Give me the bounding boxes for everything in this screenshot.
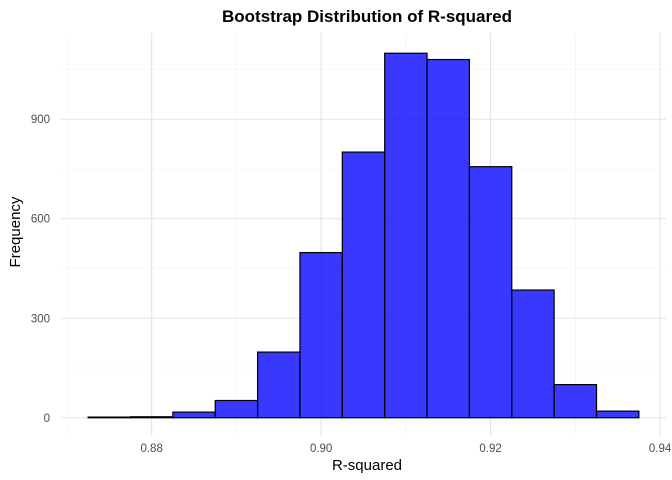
y-tick-label: 300 [31,313,50,325]
x-tick-label: 0.94 [649,443,672,455]
histogram-bar [129,416,174,419]
histogram-bar [299,251,343,419]
tick-label-layer: 0.88 0.90 0.92 0.94 0 300 600 900 [31,114,672,455]
histogram-bar [511,289,555,419]
histogram-bar [214,399,259,419]
x-tick-label: 0.92 [479,443,501,455]
x-tick-label: 0.90 [310,443,332,455]
histogram-bar [468,166,513,419]
x-axis-title: R-squared [332,457,402,474]
histogram-bar [384,52,428,419]
histogram-bar [87,416,132,419]
y-tick-label: 0 [44,413,50,425]
histogram-bar [172,411,216,419]
histogram-bar [595,410,640,419]
histogram-bar [256,351,301,419]
histogram-bar [426,58,471,419]
y-tick-label: 900 [31,114,50,126]
histogram-bar [341,151,386,419]
y-tick-label: 600 [31,214,50,226]
histogram-bar [553,383,598,419]
chart-title: Bootstrap Distribution of R-squared [222,7,512,26]
bar-layer [87,52,640,419]
x-tick-label: 0.88 [140,443,162,455]
y-axis-title: Frequency [7,196,24,267]
